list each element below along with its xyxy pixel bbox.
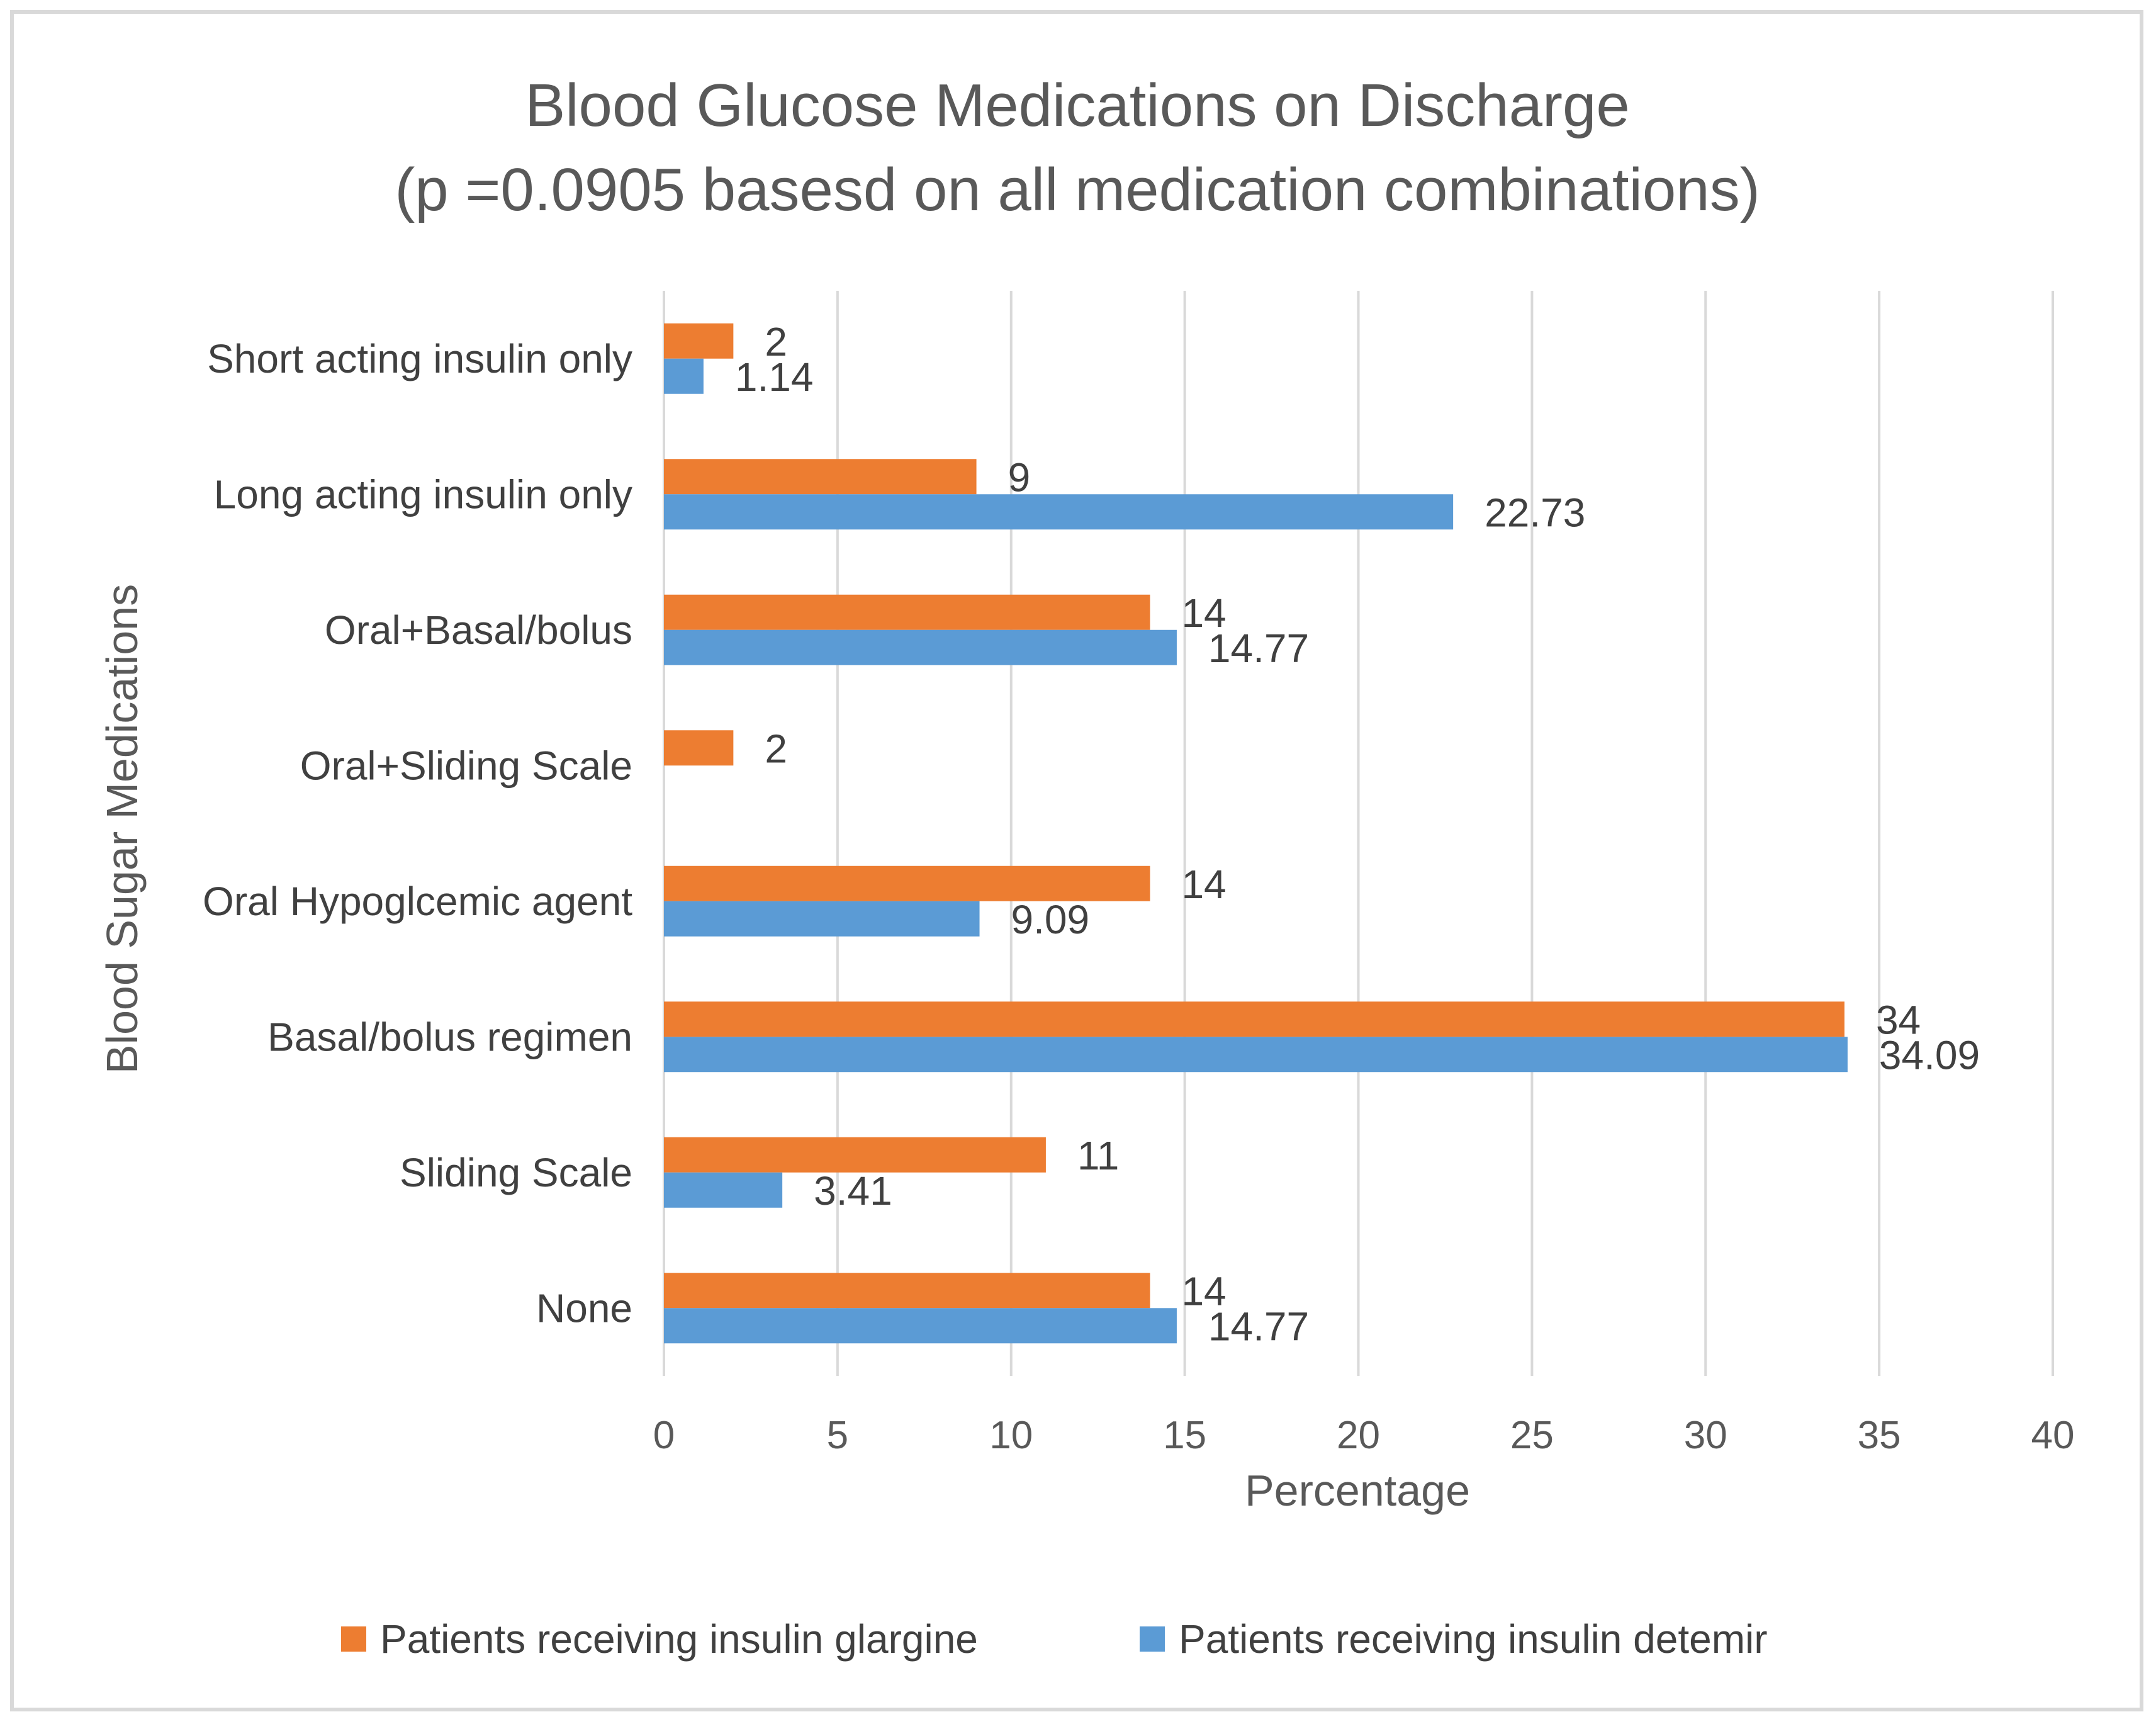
data-label: 11 — [1077, 1133, 1119, 1178]
data-label: 9.09 — [1011, 897, 1090, 942]
chart-frame: Blood Glucose Medications on Discharge (… — [10, 10, 2143, 1711]
bar-glargine — [664, 1273, 1150, 1309]
bar-detemir — [664, 1037, 1848, 1073]
data-label: 1.14 — [735, 354, 814, 400]
bar-detemir — [664, 1308, 1177, 1344]
x-tick-label: 30 — [1684, 1414, 1727, 1457]
data-label: 3.41 — [814, 1168, 892, 1214]
data-label: 34 — [1876, 997, 1921, 1042]
data-label: 22.73 — [1485, 490, 1585, 535]
category-label: Long acting insulin only — [214, 471, 632, 517]
chart-title: Blood Glucose Medications on Discharge — [525, 72, 1630, 139]
x-tick-label: 35 — [1858, 1414, 1901, 1457]
x-tick-label: 25 — [1510, 1414, 1554, 1457]
x-tick-label: 40 — [2031, 1414, 2075, 1457]
category-label: None — [536, 1285, 632, 1331]
x-tick-label: 10 — [989, 1414, 1033, 1457]
x-tick-labels: 0 5 10 15 20 25 30 35 40 — [653, 1414, 2075, 1457]
data-label: 2 — [765, 726, 787, 771]
category-label: Oral+Sliding Scale — [300, 743, 632, 788]
data-label: 9 — [1008, 454, 1031, 500]
bars — [664, 323, 1848, 1344]
legend-swatch-detemir — [1140, 1626, 1165, 1652]
bar-detemir — [664, 494, 1454, 530]
data-label: 14 — [1181, 590, 1226, 636]
category-label: Sliding Scale — [400, 1150, 632, 1195]
category-label: Oral+Basal/bolus — [325, 607, 632, 653]
bar-glargine — [664, 323, 734, 359]
chart-canvas: Blood Glucose Medications on Discharge (… — [98, 72, 2075, 1662]
x-tick-label: 20 — [1337, 1414, 1380, 1457]
x-tick-label: 5 — [827, 1414, 848, 1457]
y-axis-title: Blood Sugar Medications — [98, 584, 147, 1074]
bar-glargine — [664, 865, 1150, 901]
legend-label-detemir: Patients receiving insulin detemir — [1179, 1616, 1768, 1662]
data-label: 34.09 — [1879, 1032, 1980, 1078]
data-label: 14 — [1181, 862, 1226, 907]
x-tick-label: 15 — [1163, 1414, 1206, 1457]
bar-detemir — [664, 1172, 783, 1208]
data-label: 14.77 — [1208, 1304, 1309, 1349]
x-axis-title: Percentage — [1245, 1466, 1470, 1515]
legend: Patients receiving insulin glargine Pati… — [341, 1616, 1768, 1662]
bar-glargine — [664, 1001, 1844, 1037]
bar-glargine — [664, 594, 1150, 630]
bar-detemir — [664, 358, 704, 394]
category-label: Short acting insulin only — [207, 336, 632, 381]
data-label: 14.77 — [1208, 626, 1309, 671]
legend-swatch-glargine — [341, 1626, 366, 1652]
category-label: Oral Hypoglcemic agent — [203, 879, 632, 924]
category-label: Basal/bolus regimen — [267, 1014, 632, 1059]
bar-detemir — [664, 901, 980, 937]
bar-glargine — [664, 459, 977, 495]
data-labels: 21.14922.731414.772149.093434.09113.4114… — [735, 319, 1980, 1349]
bar-glargine — [664, 1137, 1046, 1173]
legend-label-glargine: Patients receiving insulin glargine — [380, 1616, 978, 1662]
chart-subtitle: (p =0.0905 basesd on all medication comb… — [395, 156, 1760, 223]
x-tick-label: 0 — [653, 1414, 675, 1457]
bar-glargine — [664, 730, 734, 766]
data-label: 14 — [1181, 1268, 1226, 1314]
bar-detemir — [664, 629, 1177, 665]
data-label: 2 — [765, 319, 787, 364]
category-labels: Short acting insulin only Long acting ins… — [203, 336, 632, 1331]
